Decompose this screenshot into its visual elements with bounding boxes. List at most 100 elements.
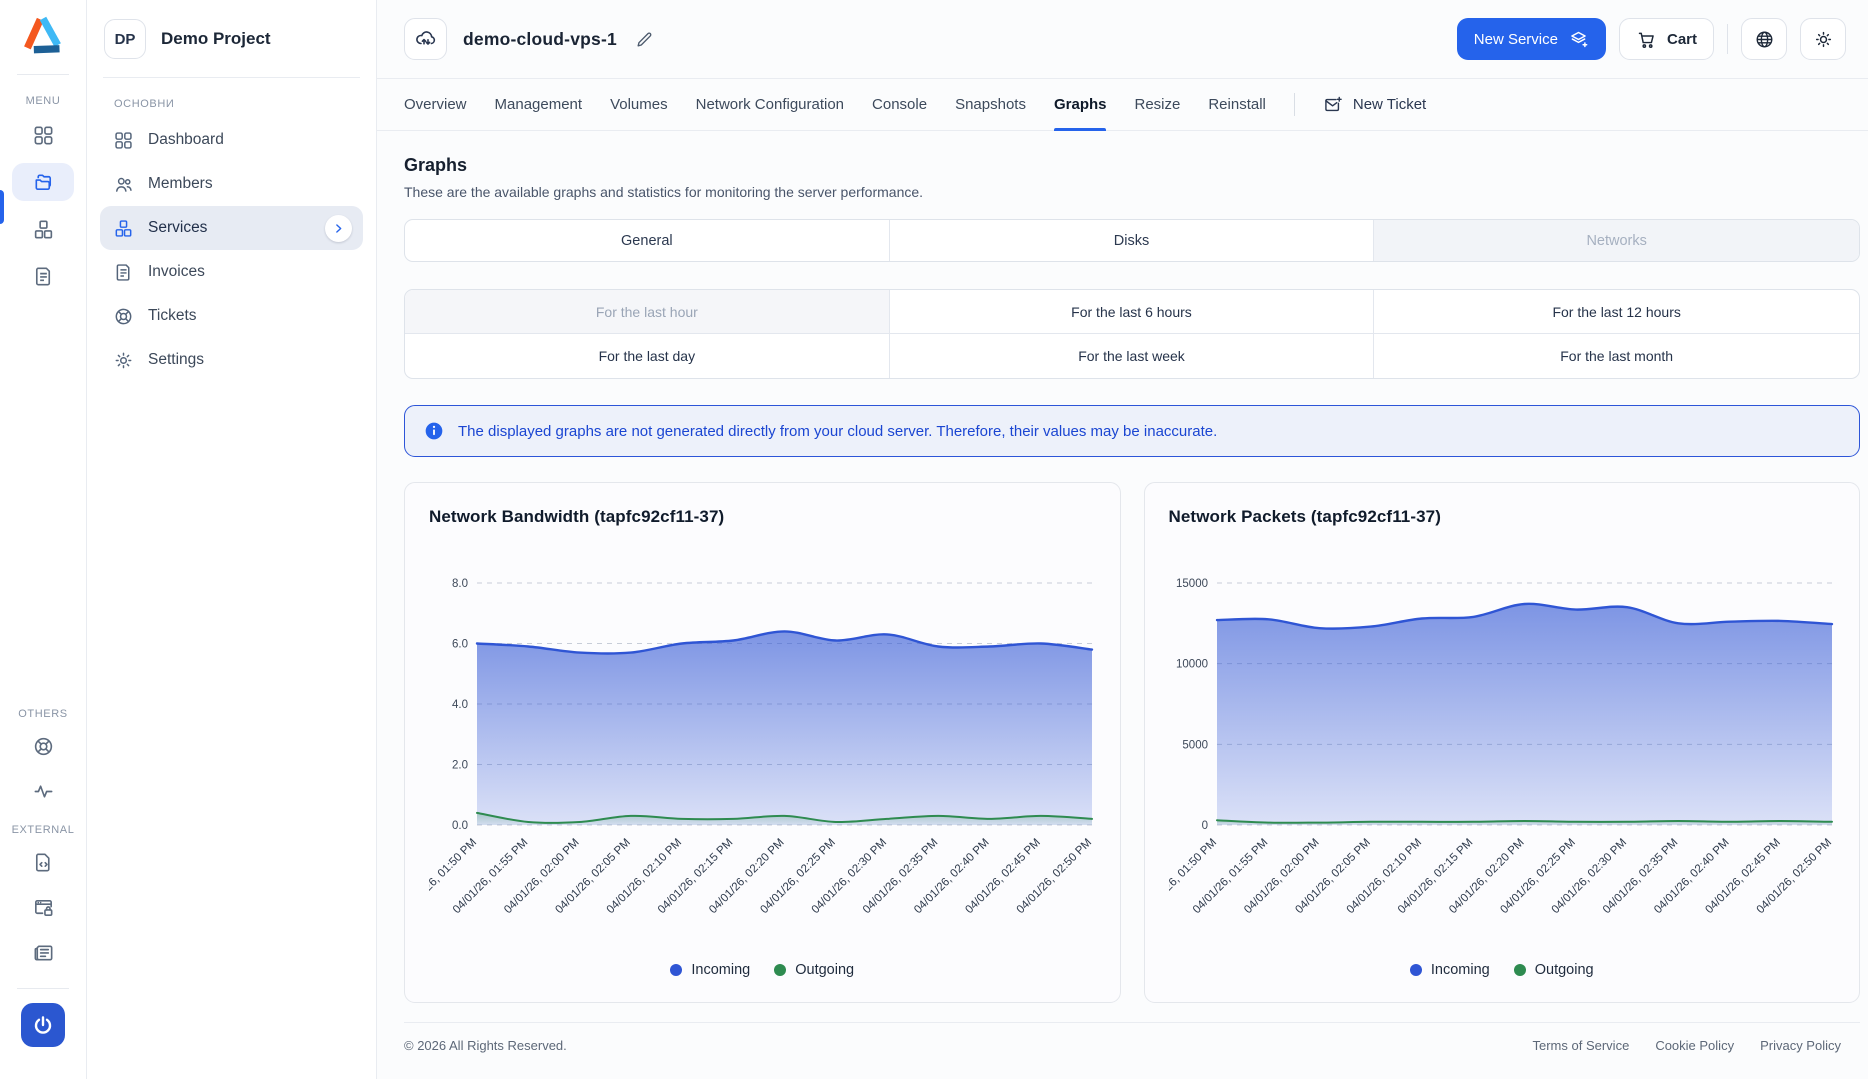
browser-lock-icon [32, 896, 55, 919]
invoice-icon [32, 265, 55, 288]
users-icon [113, 174, 134, 195]
tab-network-configuration[interactable]: Network Configuration [696, 79, 844, 130]
legend-outgoing[interactable]: Outgoing [774, 962, 854, 978]
legend-outgoing[interactable]: Outgoing [1514, 962, 1594, 978]
rail-dashboard-button[interactable] [12, 116, 74, 154]
range-last-6-hours[interactable]: For the last 6 hours [890, 290, 1375, 334]
legend-incoming[interactable]: Incoming [670, 962, 750, 978]
server-icon-box [404, 18, 447, 60]
rail-support-button[interactable] [12, 727, 74, 765]
sidebar-item-label: Tickets [148, 307, 197, 325]
rail-services-button[interactable] [12, 210, 74, 248]
svg-text:0.0: 0.0 [452, 820, 468, 832]
rail-invoices-button[interactable] [12, 257, 74, 295]
new-ticket-button[interactable]: New Ticket [1323, 79, 1426, 130]
graphs-page: Graphs These are the available graphs an… [377, 131, 1868, 1079]
category-networks[interactable]: Networks [1374, 220, 1859, 261]
tab-snapshots[interactable]: Snapshots [955, 79, 1026, 130]
chart-legend: Incoming Outgoing [429, 962, 1096, 982]
svg-text:5000: 5000 [1182, 739, 1208, 751]
grid-icon [113, 130, 134, 151]
lifebuoy-icon [32, 735, 55, 758]
sidebar-item-tickets[interactable]: Tickets [100, 294, 363, 338]
sidebar-item-label: Members [148, 175, 213, 193]
rail-api-docs-button[interactable] [12, 843, 74, 881]
logout-button[interactable] [21, 1003, 65, 1047]
brand-logo [21, 13, 65, 57]
layers-plus-icon [1568, 29, 1589, 50]
incoming-dot [670, 964, 682, 976]
range-last-day[interactable]: For the last day [405, 334, 890, 378]
sidebar-item-members[interactable]: Members [100, 162, 363, 206]
sidebar-item-services[interactable]: Services [100, 206, 363, 250]
notice-text: The displayed graphs are not generated d… [458, 423, 1217, 440]
svg-text:0: 0 [1201, 820, 1207, 832]
tab-overview[interactable]: Overview [404, 79, 467, 130]
grid-icon [32, 124, 55, 147]
tab-reinstall[interactable]: Reinstall [1208, 79, 1266, 130]
time-range-switch: For the last hour For the last 6 hours F… [404, 289, 1860, 379]
mail-plus-icon [1323, 95, 1343, 115]
globe-icon [1754, 29, 1775, 50]
charts-row: Network Bandwidth (tapfc92cf11-37) 0.02.… [404, 482, 1860, 1003]
new-ticket-label: New Ticket [1353, 96, 1426, 113]
rail-divider [17, 74, 69, 75]
range-last-month[interactable]: For the last month [1374, 334, 1859, 378]
project-switcher[interactable]: DP Demo Project [100, 0, 363, 77]
sidebar-item-invoices[interactable]: Invoices [100, 250, 363, 294]
rail-news-button[interactable] [12, 933, 74, 971]
outgoing-dot [1514, 964, 1526, 976]
incoming-dot [1410, 964, 1422, 976]
rail-status-button[interactable] [12, 772, 74, 810]
left-rail: MENU OTHERS [0, 0, 87, 1079]
sidebar-item-settings[interactable]: Settings [100, 338, 363, 382]
activity-icon [32, 780, 55, 803]
tab-console[interactable]: Console [872, 79, 927, 130]
terms-of-service-link[interactable]: Terms of Service [1533, 1038, 1630, 1053]
network-bandwidth-chart: 0.02.04.06.08.004/01/26, 01:50 PM04/01/2… [429, 541, 1096, 958]
chart-legend: Incoming Outgoing [1169, 962, 1836, 982]
tab-management[interactable]: Management [495, 79, 583, 130]
project-avatar: DP [104, 19, 146, 59]
privacy-policy-link[interactable]: Privacy Policy [1760, 1038, 1841, 1053]
sidebar-divider [103, 77, 360, 78]
rail-bottom-divider [17, 988, 69, 989]
copyright-text: © 2026 All Rights Reserved. [404, 1038, 567, 1053]
graphs-accuracy-notice: The displayed graphs are not generated d… [404, 405, 1860, 457]
range-last-week[interactable]: For the last week [890, 334, 1375, 378]
invoice-icon [113, 262, 134, 283]
folder-icon [32, 171, 55, 194]
server-name: demo-cloud-vps-1 [463, 29, 617, 50]
sidebar-item-dashboard[interactable]: Dashboard [100, 118, 363, 162]
network-packets-chart: 05000100001500004/01/26, 01:50 PM04/01/2… [1169, 541, 1836, 958]
range-last-12-hours[interactable]: For the last 12 hours [1374, 290, 1859, 334]
range-last-hour[interactable]: For the last hour [405, 290, 890, 334]
rename-server-button[interactable] [635, 30, 654, 49]
services-expand-button[interactable] [325, 215, 352, 242]
rail-others-label: OTHERS [18, 708, 67, 720]
cart-button[interactable]: Cart [1619, 18, 1714, 60]
lifebuoy-icon [113, 306, 134, 327]
category-general[interactable]: General [405, 220, 890, 261]
page-subtitle: These are the available graphs and stati… [404, 184, 1860, 200]
rail-client-area-button[interactable] [12, 888, 74, 926]
file-code-icon [32, 851, 55, 874]
svg-text:6.0: 6.0 [452, 639, 468, 651]
tab-graphs[interactable]: Graphs [1054, 79, 1107, 130]
tab-resize[interactable]: Resize [1134, 79, 1180, 130]
theme-toggle-button[interactable] [1800, 18, 1846, 60]
legend-incoming[interactable]: Incoming [1410, 962, 1490, 978]
sidebar-section-label: ОСНОВНИ [114, 98, 363, 110]
news-icon [32, 941, 55, 964]
rail-projects-button[interactable] [12, 163, 74, 201]
category-disks[interactable]: Disks [890, 220, 1375, 261]
language-button[interactable] [1741, 18, 1787, 60]
server-tabs: Overview Management Volumes Network Conf… [377, 79, 1868, 131]
tab-volumes[interactable]: Volumes [610, 79, 668, 130]
network-packets-card: Network Packets (tapfc92cf11-37) 0500010… [1144, 482, 1861, 1003]
cookie-policy-link[interactable]: Cookie Policy [1655, 1038, 1734, 1053]
new-service-button[interactable]: New Service [1457, 18, 1606, 60]
network-bandwidth-card: Network Bandwidth (tapfc92cf11-37) 0.02.… [404, 482, 1121, 1003]
rail-external-label: EXTERNAL [12, 824, 75, 836]
main-area: demo-cloud-vps-1 New Service Cart [377, 0, 1868, 1079]
